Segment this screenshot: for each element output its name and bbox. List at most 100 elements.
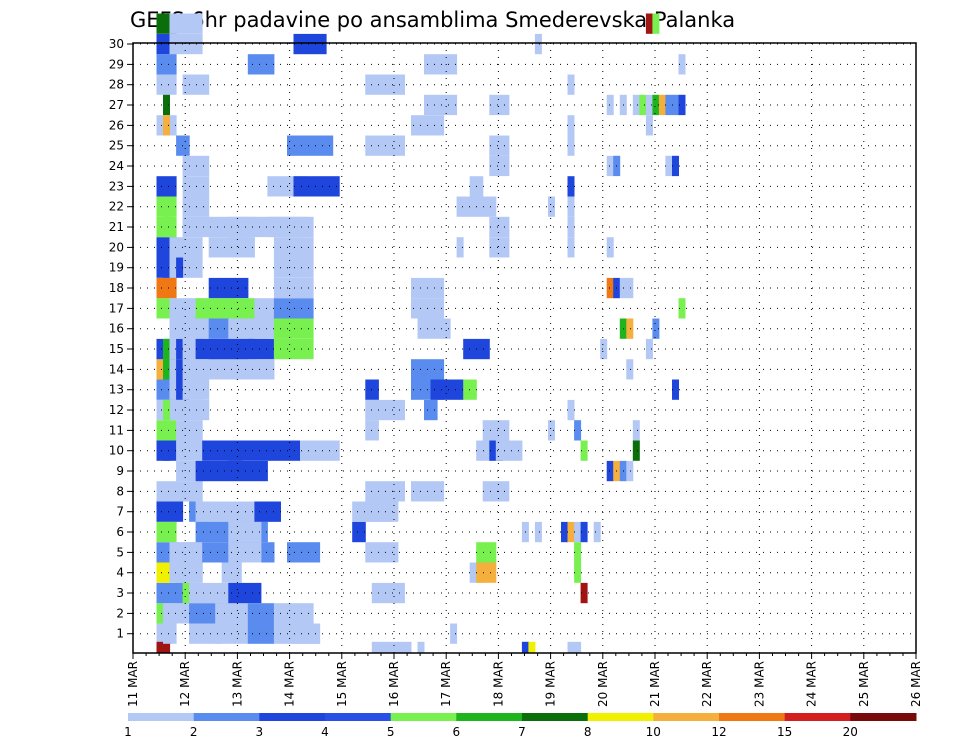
x-axis-ticks: 11 MAR 12 MAR 13 MAR 14 MAR 15 MAR 16 MAR 17 M… [126, 653, 923, 707]
heatmap-cell [287, 623, 321, 644]
heatmap-cell [156, 176, 177, 197]
heatmap-cell [228, 237, 255, 258]
y-tick-label: 1 [116, 627, 124, 641]
heatmap-cell [189, 582, 229, 604]
heatmap-cell [365, 420, 379, 441]
x-tick-label: 24 MAR [805, 661, 819, 707]
heatmap-cell [580, 521, 588, 543]
colorbar-label: 8 [584, 725, 592, 739]
x-tick-label: 17 MAR [439, 661, 453, 707]
x-tick-label: 18 MAR [491, 661, 505, 707]
heatmap-cell [247, 603, 275, 624]
y-tick-label: 20 [109, 240, 124, 254]
heatmap-cell [580, 582, 588, 604]
y-tick-label: 28 [109, 78, 124, 92]
heatmap-cell [202, 440, 301, 461]
heatmap-cell [567, 216, 575, 238]
heatmap-cells [156, 13, 686, 653]
heatmap-cell [156, 582, 177, 604]
heatmap-cell [352, 521, 366, 543]
heatmap-cell [567, 135, 575, 156]
heatmap-cell [300, 440, 340, 461]
heatmap-cell [678, 298, 686, 319]
y-tick-label: 27 [109, 98, 124, 112]
heatmap-cell [228, 582, 262, 604]
heatmap-cell [534, 33, 542, 55]
heatmap-cell [169, 13, 203, 34]
heatmap-cell [156, 481, 177, 502]
heatmap-cell [606, 237, 614, 258]
y-tick-label: 25 [109, 139, 124, 153]
colorbar-label: 4 [321, 725, 329, 739]
heatmap-cell [424, 399, 438, 421]
heatmap-cell [658, 94, 666, 116]
heatmap-cell [482, 420, 510, 441]
heatmap-cell [672, 94, 679, 116]
heatmap-cell [430, 379, 464, 400]
heatmap-cell [156, 54, 177, 75]
heatmap-cell [567, 521, 575, 543]
heatmap-cell [424, 94, 458, 116]
heatmap-cell [645, 115, 653, 136]
heatmap-cell [600, 338, 608, 360]
colorbar-label: 10 [646, 725, 661, 739]
heatmap-cell [156, 277, 177, 299]
heatmap-cell [182, 216, 210, 238]
heatmap-cell [163, 399, 170, 421]
heatmap-cell [567, 399, 575, 421]
colorbar-segment [390, 713, 457, 721]
heatmap-cell [247, 359, 275, 380]
heatmap-cell [626, 359, 634, 380]
x-tick-label: 13 MAR [230, 661, 244, 707]
heatmap-cell [287, 135, 334, 156]
heatmap-cell [273, 338, 314, 360]
y-tick-label: 2 [116, 606, 124, 620]
heatmap-cell [176, 501, 184, 522]
heatmap-cell [287, 542, 321, 563]
y-tick-label: 22 [109, 200, 124, 214]
heatmap-cell [567, 196, 575, 217]
heatmap-cell [293, 33, 327, 55]
heatmap-cell [273, 257, 314, 278]
heatmap-cell [163, 216, 170, 238]
heatmap-cell [665, 155, 673, 177]
heatmap-cell [169, 257, 203, 278]
y-tick-label: 15 [109, 342, 124, 356]
heatmap-cell [632, 94, 640, 116]
colorbar-label: 3 [255, 725, 263, 739]
heatmap-cell [182, 176, 210, 197]
heatmap-cell [489, 237, 510, 258]
heatmap-cell [176, 257, 184, 278]
y-tick-label: 13 [109, 383, 124, 397]
heatmap-cell [606, 460, 614, 482]
heatmap-cell [626, 460, 634, 482]
heatmap-cell [476, 562, 497, 583]
heatmap-cell [169, 298, 203, 319]
heatmap-cell [645, 338, 653, 360]
heatmap-cell [652, 318, 660, 339]
heatmap-cell [163, 196, 170, 217]
heatmap-cell [652, 94, 660, 116]
colorbar-label: 15 [777, 725, 792, 739]
colorbar-segment [522, 713, 589, 721]
heatmap-cell [163, 440, 170, 461]
x-tick-label: 15 MAR [335, 661, 349, 707]
heatmap-cell [182, 379, 210, 400]
heatmap-cell [567, 237, 575, 258]
heatmap-cell [163, 338, 170, 360]
heatmap-cell [567, 176, 575, 197]
x-tick-label: 20 MAR [596, 661, 610, 707]
x-tick-label: 12 MAR [178, 661, 192, 707]
colorbar-label: 7 [518, 725, 526, 739]
heatmap-cell [156, 501, 177, 522]
y-tick-label: 5 [116, 545, 124, 559]
heatmap-cell [247, 54, 275, 75]
heatmap-cell [489, 94, 510, 116]
heatmap-cell [574, 542, 582, 563]
y-tick-label: 26 [109, 118, 124, 132]
colorbar-segment [325, 713, 392, 721]
colorbar-segment [193, 713, 260, 721]
heatmap-cell [580, 440, 588, 461]
heatmap-cell [652, 13, 660, 34]
heatmap-cell [574, 420, 582, 441]
